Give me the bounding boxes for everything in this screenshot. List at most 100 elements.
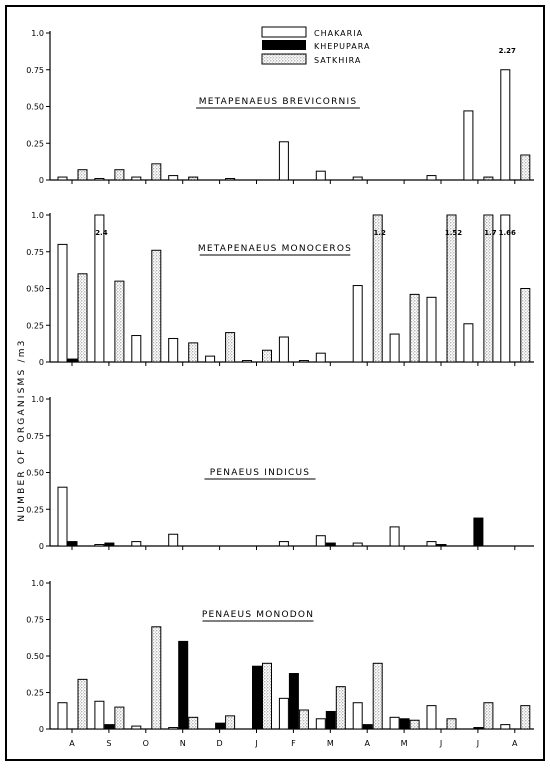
bar-chakaria (94, 544, 105, 547)
bar-chakaria (278, 541, 289, 547)
y-tick-label: 0.75 (26, 248, 44, 257)
bar-chakaria (426, 541, 437, 547)
x-tick-label: S (106, 739, 111, 748)
y-tick-label: 1.0 (31, 29, 44, 38)
bar-chakaria (389, 716, 400, 730)
bar-satkhira (520, 154, 531, 181)
bar-satkhira (483, 176, 494, 181)
legend-label-khepupara: KHEPUPARA (314, 42, 371, 51)
bar-satkhira (262, 662, 272, 730)
bar-satkhira (188, 176, 199, 181)
bar-chakaria (168, 533, 179, 547)
bar-chakaria (278, 336, 289, 363)
bar-chakaria (94, 700, 105, 730)
legend-label-satkhira: SATKHIRA (314, 56, 361, 65)
bar-satkhira (114, 280, 125, 363)
bar-chakaria (57, 176, 68, 181)
x-tick-label: A (69, 739, 75, 748)
y-tick-label: 0 (39, 358, 44, 367)
bar-chakaria (426, 175, 437, 181)
bar-khepupara (362, 724, 373, 730)
panel-title: METAPENAEUS BREVICORNIS (199, 97, 358, 107)
x-tick-label: N (180, 739, 186, 748)
bar-chakaria (94, 214, 105, 363)
x-tick-label: O (143, 739, 149, 748)
panel-title: PENAEUS INDICUS (210, 468, 310, 478)
panel-2: 0 0.25 0.50 0.75 1.0 PENAEUS INDICUS (26, 395, 534, 551)
bar-satkhira (188, 342, 199, 363)
panel-0: 0 0.25 0.50 0.75 1.0 2.27 METAPENAEUS BREVICOR… (26, 29, 534, 185)
legend-swatch-satkhira (261, 53, 307, 65)
legend: CHAKARIA KHEPUPARA SATKHIRA (261, 26, 371, 65)
x-tick-label: F (291, 739, 296, 748)
bar-chakaria (131, 725, 142, 730)
bar-khepupara (67, 541, 78, 547)
x-tick-label: J (476, 739, 479, 748)
legend-swatch-chakaria (261, 26, 307, 38)
x-tick-label: M (327, 739, 334, 748)
bar-chakaria (57, 486, 68, 547)
bar-satkhira (335, 686, 346, 730)
bar-chakaria (168, 175, 179, 181)
bar-satkhira (114, 706, 125, 730)
y-tick-label: 0.50 (26, 469, 44, 478)
panel-3: 0 0.25 0.50 0.75 1.0 A S O N D J F M A M J J A PENAEUS MON… (26, 579, 534, 748)
bar-khepupara (215, 722, 226, 730)
bar-khepupara (325, 542, 336, 547)
bar-satkhira (77, 273, 88, 363)
bar-satkhira (262, 349, 272, 363)
x-tick-label: M (401, 739, 408, 748)
bar-satkhira (225, 332, 236, 363)
outer-border (5, 5, 545, 761)
x-tick-label: D (217, 739, 223, 748)
bar-value-label: 1.7 (484, 229, 497, 237)
bar-chakaria (389, 333, 400, 363)
x-tick-label: A (512, 739, 518, 748)
bar-chakaria (352, 285, 363, 363)
bar-satkhira (77, 169, 88, 181)
y-tick-label: 0.50 (26, 103, 44, 112)
bar-chakaria (131, 541, 142, 547)
bar-satkhira (520, 288, 531, 363)
bar-chakaria (500, 724, 511, 730)
bar-satkhira (409, 293, 420, 363)
bar-chakaria (352, 542, 363, 547)
y-tick-label: 1.0 (31, 211, 44, 220)
bar-satkhira (151, 626, 162, 730)
bar-khepupara (325, 710, 336, 730)
bar-satkhira (151, 249, 162, 363)
y-tick-label: 0 (39, 542, 44, 551)
y-tick-label: 0.50 (26, 652, 44, 661)
y-tick-label: 0.25 (26, 689, 44, 698)
bar-satkhira (298, 709, 309, 730)
x-tick-label: J (254, 739, 257, 748)
bar-satkhira (446, 718, 457, 730)
bar-chakaria (278, 697, 289, 730)
x-tick-label: J (439, 739, 442, 748)
bar-chakaria (168, 337, 179, 363)
bar-satkhira (114, 169, 125, 181)
bar-khepupara (399, 718, 410, 730)
y-tick-label: 0 (39, 176, 44, 185)
y-tick-label: 1.0 (31, 395, 44, 404)
bar-satkhira (151, 163, 162, 181)
bar-chakaria (57, 243, 68, 363)
y-tick-label: 0.25 (26, 321, 44, 330)
y-tick-label: 0 (39, 725, 44, 734)
bar-chakaria (500, 69, 511, 181)
bar-chakaria (278, 141, 289, 181)
y-axis-label: NUMBER OF ORGANISMS /m3 (17, 338, 27, 521)
panel-title: METAPENAEUS MONOCEROS (198, 244, 352, 254)
bar-khepupara (104, 542, 115, 547)
legend-swatch-khepupara (262, 40, 306, 50)
y-tick-label: 0.75 (26, 432, 44, 441)
bar-chakaria (205, 355, 216, 363)
bar-satkhira (77, 678, 88, 730)
y-tick-label: 0.75 (26, 616, 44, 625)
y-tick-label: 0.25 (26, 505, 44, 514)
panel-title: PENAEUS MONODON (202, 610, 314, 620)
bar-khepupara (104, 724, 115, 730)
bar-satkhira (372, 662, 383, 730)
bar-khepupara (473, 727, 484, 730)
